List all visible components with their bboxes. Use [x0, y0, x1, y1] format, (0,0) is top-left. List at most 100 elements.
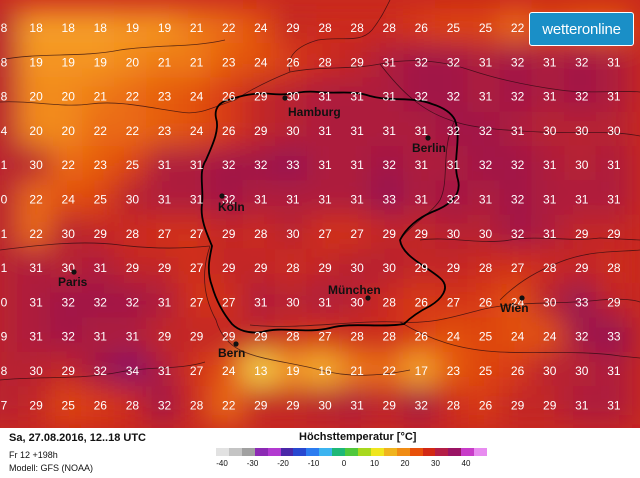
temperature-value: 28 — [447, 398, 461, 412]
wetteronline-logo[interactable]: wetteronline — [529, 12, 634, 46]
temperature-cell — [18, 180, 55, 219]
color-scale-segment — [409, 448, 423, 456]
temperature-cell — [306, 111, 344, 151]
temperature-value: 26 — [479, 398, 493, 412]
temperature-cell — [306, 8, 344, 48]
temperature-value: 32 — [62, 295, 76, 309]
temperature-cell — [435, 77, 472, 116]
temperature-cell — [467, 77, 504, 116]
temperature-value: 29 — [543, 398, 557, 412]
temperature-value: 22 — [126, 124, 140, 138]
temperature-value: 26 — [511, 364, 525, 378]
temperature-value: 31 — [94, 261, 108, 275]
temperature-value: 29 — [94, 227, 108, 241]
temperature-value: 24 — [543, 330, 557, 344]
temperature-value: 1 — [1, 158, 8, 172]
temperature-cell — [18, 214, 55, 253]
temperature-cell — [531, 111, 568, 151]
temperature-cell — [499, 214, 536, 253]
temperature-value: 22 — [94, 124, 108, 138]
temperature-value: 23 — [158, 124, 172, 138]
temperature-cell — [50, 351, 87, 391]
temperature-value: 31 — [318, 193, 332, 207]
temperature-cell — [435, 8, 472, 48]
color-scale-segment — [228, 448, 242, 456]
temperature-cell — [0, 111, 23, 151]
temperature-value: 28 — [383, 330, 397, 344]
temperature-value: 28 — [383, 21, 397, 35]
temperature-cell — [435, 43, 472, 82]
temperature-value: 31 — [543, 90, 557, 104]
temperature-cell — [563, 317, 600, 356]
temperature-value: 32 — [383, 158, 397, 172]
temperature-cell — [274, 283, 311, 322]
temperature-value: 22 — [511, 21, 525, 35]
temperature-value: 28 — [350, 330, 364, 344]
temperature-cell — [563, 214, 600, 253]
temperature-cell — [0, 283, 23, 322]
temperature-cell — [114, 386, 151, 425]
temperature-value: 29 — [254, 330, 268, 344]
temperature-value: 31 — [607, 398, 621, 412]
temperature-cell — [242, 77, 279, 116]
color-scale-tick: 20 — [400, 459, 410, 468]
temperature-cell — [50, 180, 87, 219]
temperature-cell — [146, 146, 183, 185]
temperature-value: 27 — [158, 227, 172, 241]
temperature-cell — [403, 214, 440, 253]
temperature-cell — [50, 43, 87, 82]
city-label: Paris — [58, 275, 88, 289]
color-scale-tick: -30 — [246, 459, 259, 468]
temperature-value: 24 — [190, 90, 204, 104]
temperature-value: 18 — [29, 21, 43, 35]
temperature-value: 28 — [318, 21, 332, 35]
temperature-value: 32 — [254, 158, 268, 172]
temperature-value: 23 — [222, 55, 236, 69]
temperature-value: 26 — [222, 90, 236, 104]
temperature-value: 31 — [383, 55, 397, 69]
temperature-value: 30 — [543, 364, 557, 378]
temperature-value: 20 — [62, 124, 76, 138]
color-scale-segment — [474, 448, 488, 456]
temperature-cell — [274, 111, 311, 151]
temperature-cell — [339, 8, 376, 48]
temperature-value: 32 — [447, 124, 461, 138]
temperature-value: 30 — [607, 124, 621, 138]
temperature-value: 25 — [479, 21, 493, 35]
temperature-value: 30 — [286, 90, 300, 104]
temperature-value: 31 — [254, 193, 268, 207]
temperature-cell — [274, 248, 311, 288]
temperature-cell — [403, 386, 440, 425]
temperature-value: 29 — [254, 90, 268, 104]
temperature-value: 31 — [158, 193, 172, 207]
temperature-cell — [82, 351, 119, 391]
temperature-value: 31 — [383, 90, 397, 104]
temperature-value: 30 — [383, 261, 397, 275]
temperature-cell — [242, 283, 279, 322]
temperature-cell — [467, 146, 504, 185]
temperature-value: 20 — [62, 90, 76, 104]
temperature-value: 28 — [350, 21, 364, 35]
color-scale-segment — [357, 448, 371, 456]
temperature-cell — [306, 146, 344, 185]
temperature-value: 32 — [447, 193, 461, 207]
temperature-value: 31 — [575, 398, 589, 412]
temperature-cell — [242, 43, 279, 82]
temperature-cell — [563, 43, 600, 82]
temperature-value: 32 — [511, 158, 525, 172]
temperature-value: 31 — [511, 124, 525, 138]
temperature-value: 31 — [447, 158, 461, 172]
temperature-value: 28 — [607, 261, 621, 275]
temperature-cell — [242, 317, 279, 356]
temperature-value: 16 — [318, 364, 332, 378]
temperature-value: 28 — [318, 55, 332, 69]
temperature-cell — [371, 8, 408, 48]
temperature-cell — [371, 146, 408, 185]
temperature-cell — [0, 317, 23, 356]
temperature-value: 29 — [222, 261, 236, 275]
city-dot — [519, 295, 525, 301]
temperature-value: 32 — [222, 158, 236, 172]
temperature-value: 26 — [222, 124, 236, 138]
temperature-cell — [0, 214, 23, 253]
temperature-cell — [467, 180, 504, 219]
